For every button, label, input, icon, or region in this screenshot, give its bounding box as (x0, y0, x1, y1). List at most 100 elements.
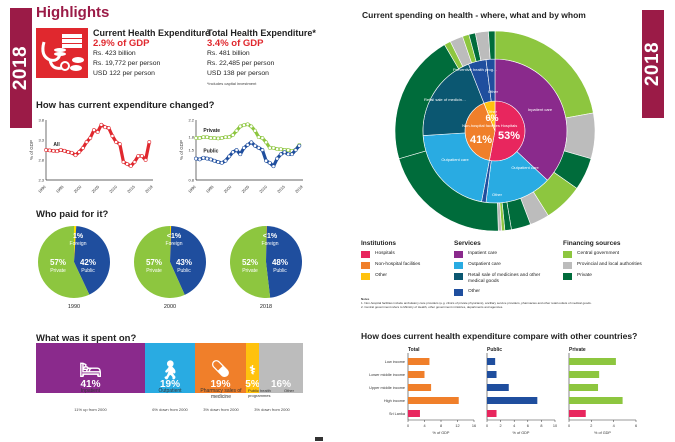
x-tick-label: 1990 (37, 184, 47, 194)
pie-2000: <1%Foreign 43%Public 57%Private 2000 (134, 226, 207, 309)
spent-label: Pharmacy sales of medicine (200, 388, 242, 400)
data-point (147, 140, 152, 144)
total-line: USD 138 per person (207, 70, 269, 77)
legend-item: Inpatient care (454, 251, 554, 258)
y-tick-label: 2.2 (188, 118, 194, 123)
x-tick-label: 1995 (55, 184, 65, 194)
sunburst-segment-private (488, 30, 496, 60)
legend-label: Non-hospital facilities (375, 262, 421, 267)
y-tick-label: 0.8 (188, 178, 194, 183)
data-point (286, 148, 291, 152)
data-point (245, 142, 250, 147)
x-tick-label: 2010 (258, 184, 268, 194)
data-point (227, 154, 232, 159)
health-worker-icon: ⚕ (249, 363, 256, 377)
data-point (278, 147, 283, 152)
data-point (194, 136, 198, 140)
service-label: Other (488, 89, 499, 94)
category-label: High income (384, 399, 405, 403)
category-label: Low income (385, 360, 405, 364)
legend-services: Services Inpatient care Outpatient care Re… (454, 240, 554, 296)
pie-year-label: 2000 (164, 304, 176, 309)
foreign-value: <1% (167, 233, 182, 240)
pie-slice-foreign (74, 226, 77, 262)
public-label: Public (177, 268, 191, 274)
bar (408, 358, 430, 365)
public-label: Public (273, 268, 287, 274)
data-point (271, 145, 276, 150)
data-point (58, 148, 63, 152)
spent-change: 3% down from 2000 (203, 407, 239, 412)
pills-icon: 💊︎ (210, 361, 231, 378)
spent-segment-other: 16% (259, 343, 303, 393)
legend-item: Provincial and local authorities (563, 262, 673, 269)
x-tick-label: 12 (455, 424, 459, 428)
legend-item: Other (454, 289, 554, 296)
current-gdp: 2.9% of GDP (93, 38, 150, 49)
data-point (92, 128, 96, 132)
current-line: Rs. 423 billion (93, 50, 136, 57)
data-point (106, 126, 111, 130)
current-health-expenditure: Current Health Expenditure 2.9% of GDP R… (93, 28, 210, 79)
data-point (245, 122, 250, 127)
legend-item: Central government (563, 251, 673, 258)
data-point (267, 145, 272, 150)
x-tick-label: 2000 (73, 184, 83, 194)
pie-slice-foreign (266, 226, 267, 262)
inner-value: 53% (498, 130, 520, 142)
x-tick-label: 2 (590, 424, 592, 428)
service-label: Retail sale of medicin… (424, 97, 466, 102)
data-point (77, 150, 82, 154)
data-point (197, 157, 202, 162)
bar (487, 410, 497, 417)
legend-item: Other (361, 273, 461, 280)
pie-slice-private (229, 226, 271, 298)
total-gdp: 3.4% of GDP (207, 38, 264, 49)
pie-2018: <1%Foreign 48%Public 52%Private 2018 (229, 226, 302, 309)
year-banner-left: 2018 (10, 8, 32, 128)
legend-title: Services (454, 240, 481, 247)
public-value: 48% (272, 258, 288, 267)
panel-title: Total (408, 347, 420, 353)
data-point (264, 140, 269, 145)
public-value: 43% (176, 258, 192, 267)
private-value: 57% (50, 258, 66, 267)
spent-value: 5% (245, 379, 260, 390)
foreign-value: <1% (263, 233, 278, 240)
foreign-label: Foreign (262, 241, 279, 247)
data-point (55, 149, 59, 154)
pie-slice-public (170, 226, 207, 295)
legend-label: Other (468, 289, 480, 294)
data-point (201, 135, 206, 140)
panel-title: Public (487, 347, 502, 353)
spent-label: Inpatient (80, 388, 101, 394)
legend-swatch (454, 262, 463, 269)
data-point (219, 136, 224, 140)
data-point (290, 152, 294, 157)
data-point (286, 152, 291, 157)
data-point (103, 125, 107, 130)
spending-title: Current spending on health - where, what… (362, 10, 586, 20)
pie-1990: 1%Foreign 42%Public 57%Private 1990 (38, 226, 110, 309)
foreign-value: 1% (73, 233, 84, 240)
data-point (110, 134, 115, 138)
notes: Notes 1. Non-hospital facilities include… (361, 297, 671, 309)
legend-label: Inpatient care (468, 251, 498, 256)
legend-title: Financing sources (563, 240, 621, 247)
current-line: Rs. 19,772 per person (93, 60, 161, 67)
sunburst-chart: Hospitals 53% Non-hospital facilities 41% Ot… (394, 30, 596, 232)
spent-title: What was it spent on? (36, 333, 137, 344)
bar (408, 371, 425, 378)
legend-label: Provincial and local authorities (577, 262, 642, 267)
private-label: Private (146, 268, 162, 274)
highlights-title: Highlights (36, 4, 110, 21)
legend-swatch (563, 273, 572, 280)
data-point (223, 158, 228, 163)
legend-label: Central government (577, 251, 620, 256)
spent-value: 19% (210, 379, 231, 390)
legend-item: Hospitals (361, 251, 461, 258)
data-point (47, 148, 52, 153)
x-tick-label: 4 (513, 424, 515, 428)
data-point (205, 135, 209, 140)
legend-label: Retail sale of medicines and other medic… (468, 273, 541, 284)
